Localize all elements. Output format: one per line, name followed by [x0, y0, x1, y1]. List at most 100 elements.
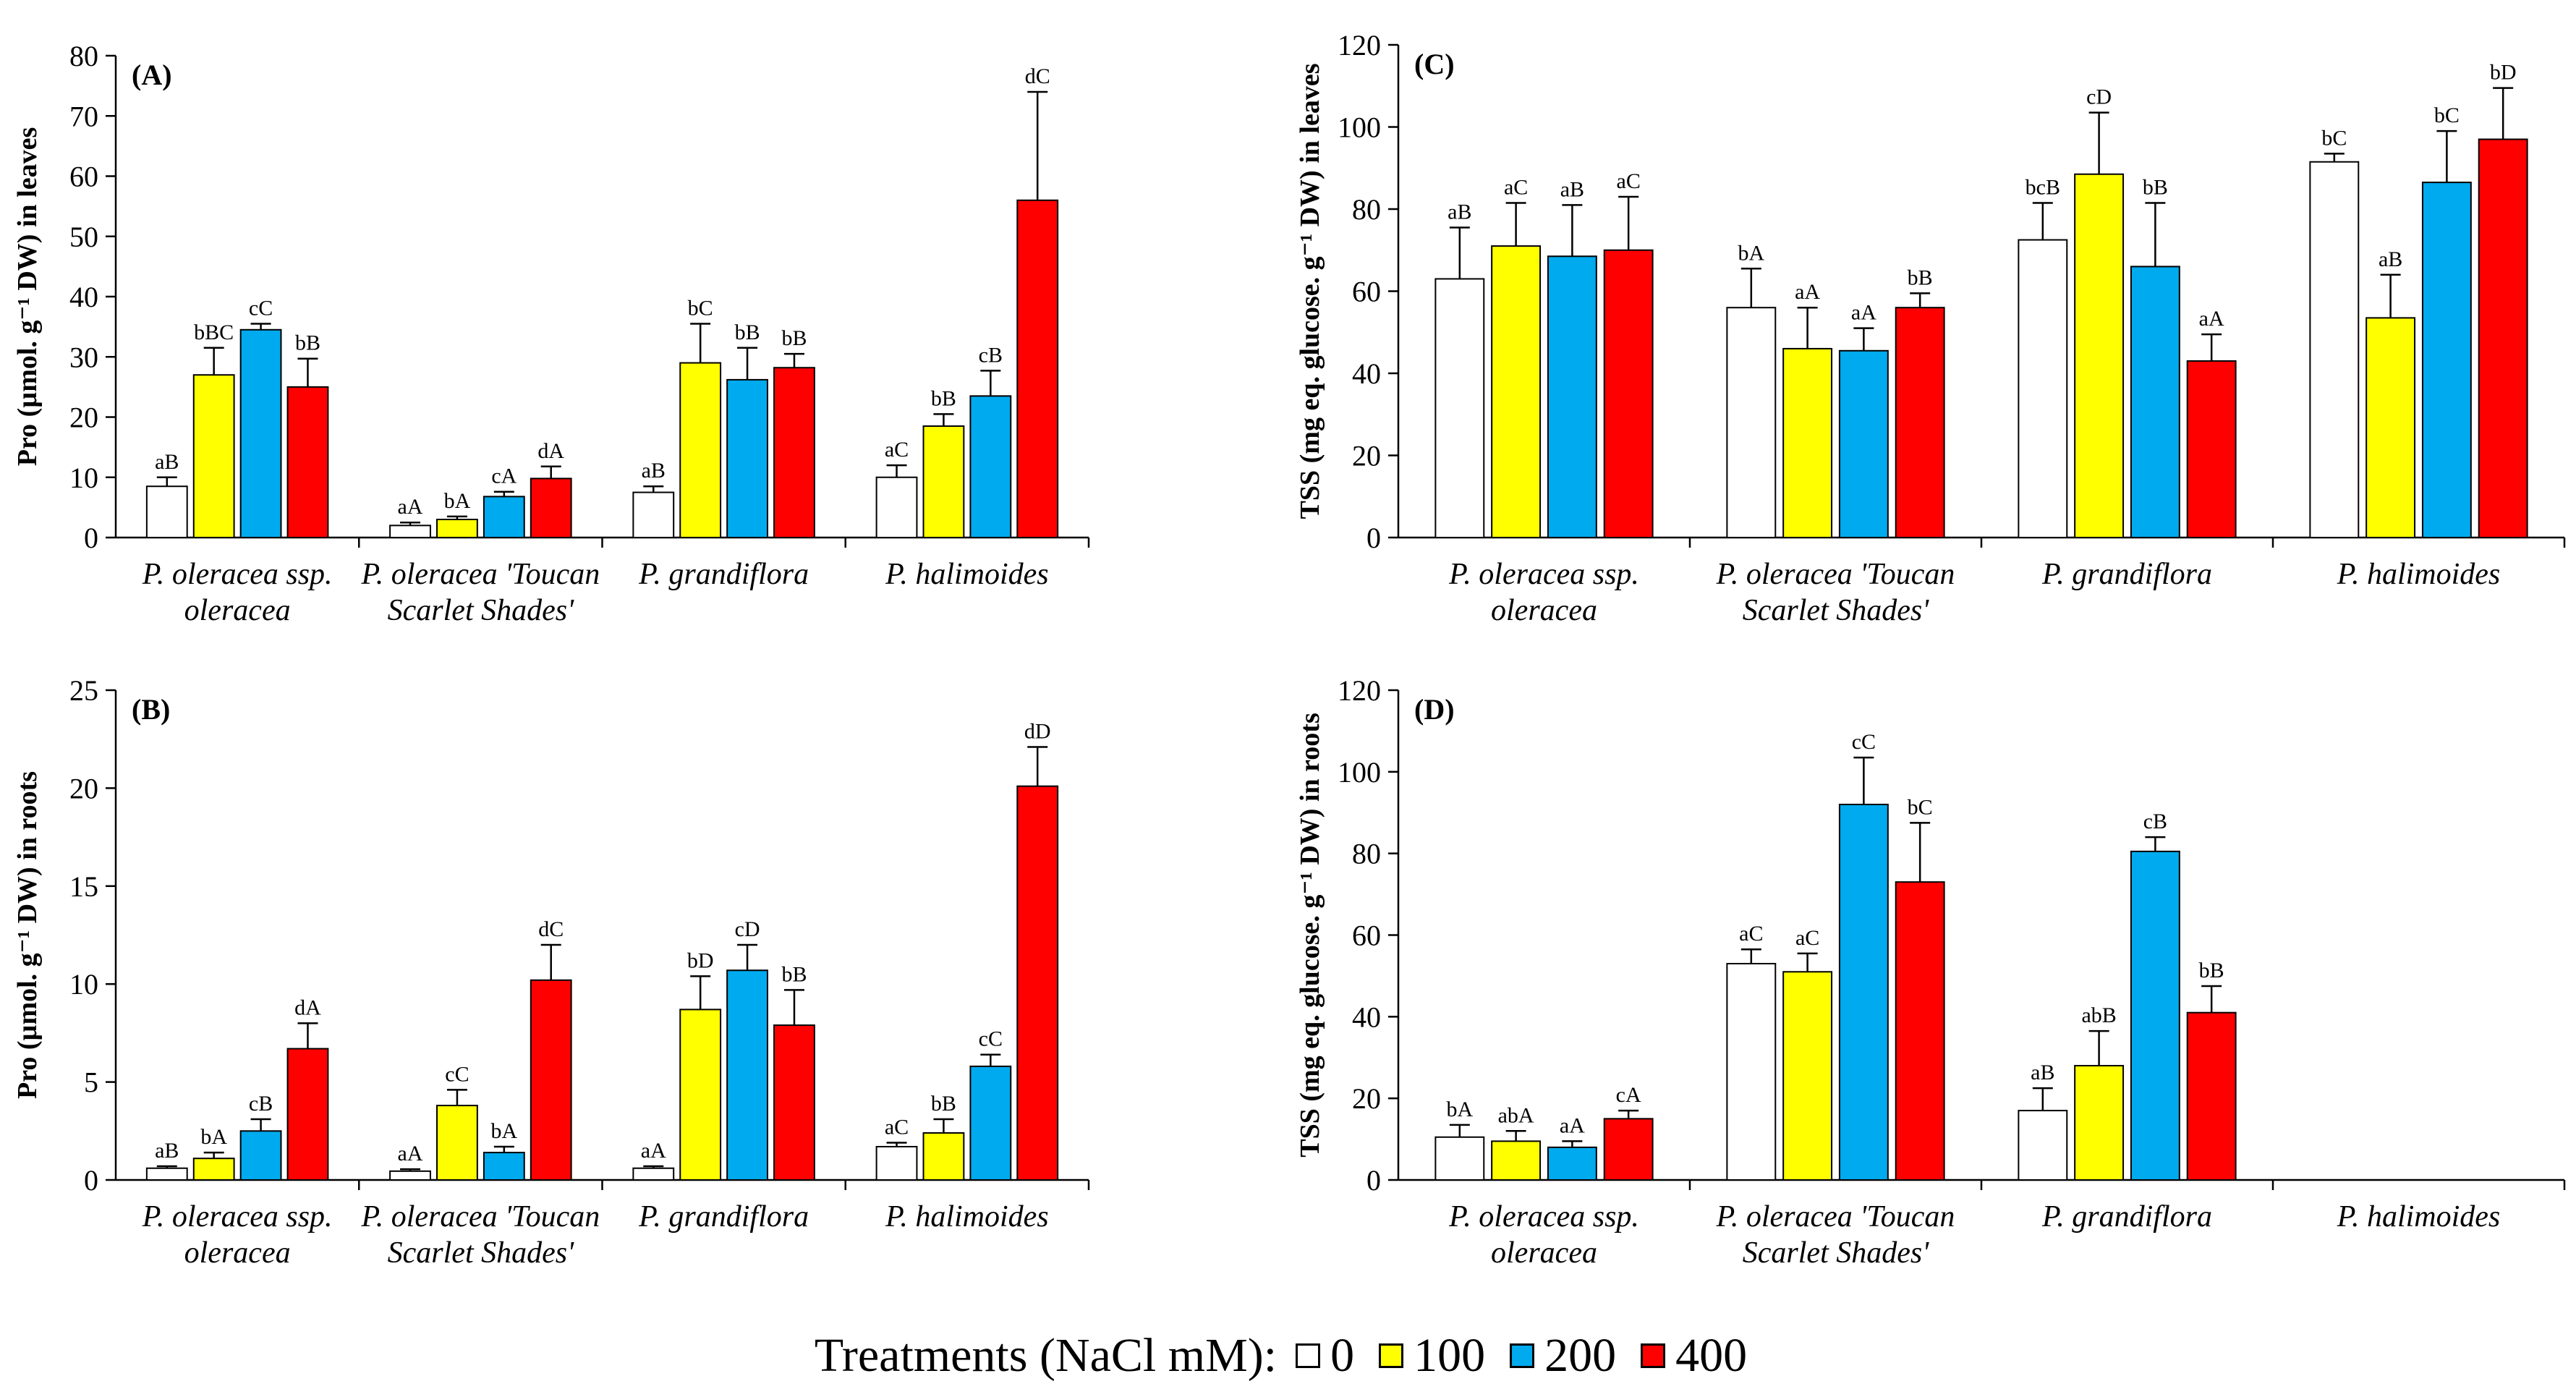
data-label: bA: [1446, 1097, 1473, 1121]
bar-200: [726, 969, 768, 1181]
data-label: bB: [2199, 959, 2224, 982]
bar-200: [2130, 850, 2180, 1181]
data-label: bB: [781, 326, 807, 350]
bar-200: [483, 496, 525, 539]
data-label: bB: [931, 1092, 956, 1116]
bar-400: [1016, 199, 1059, 538]
bar-200: [2130, 266, 2180, 538]
y-tick-label: 70: [69, 100, 98, 132]
data-label: aA: [641, 1139, 666, 1163]
data-label: bA: [1738, 241, 1764, 265]
x-tick-label: P. halimoides: [885, 558, 1049, 591]
data-label: bC: [2321, 126, 2347, 150]
data-label: dC: [1025, 64, 1050, 88]
data-label: bA: [200, 1125, 227, 1149]
bar-100: [1491, 245, 1542, 538]
x-tick-label: P. oleracea ssp.: [142, 558, 333, 591]
data-label: cA: [491, 464, 517, 488]
panel-b: 0 5 10 15 20 25 Pro (µmol. g⁻¹ DW) in roots (B)…: [12, 674, 1090, 1270]
panel-label: (B): [132, 693, 170, 726]
y-tick-label: 120: [1338, 674, 1381, 707]
legend-swatch-0: [1296, 1343, 1321, 1368]
x-tick-label: P. grandiflora: [638, 558, 809, 591]
y-tick-label: 40: [1352, 357, 1381, 390]
data-label: dD: [1024, 720, 1051, 744]
y-tick-label: 20: [69, 772, 98, 804]
bar-0: [632, 1167, 675, 1181]
legend-label-100: 100: [1414, 1328, 1486, 1382]
y-tick-label: 60: [1352, 920, 1381, 952]
x-tick-label: P. oleracea ssp.: [1448, 558, 1639, 591]
data-label: cA: [1616, 1083, 1641, 1107]
y-axis-title: Pro (µmol. g⁻¹ DW) in leaves: [12, 127, 43, 466]
data-label: bBC: [194, 320, 234, 344]
bar-0: [2018, 239, 2068, 538]
bar-200: [1547, 1146, 1597, 1181]
y-tick-label: 20: [69, 402, 98, 434]
panel-label: (D): [1414, 693, 1455, 726]
bar-0: [145, 485, 188, 538]
data-label: dC: [538, 917, 564, 941]
data-label: aB: [642, 459, 666, 483]
x-tick-label: Scarlet Shades': [1743, 594, 1929, 627]
y-tick-label: 60: [69, 161, 98, 193]
bar-100: [192, 374, 235, 538]
bar-100: [436, 1105, 478, 1181]
x-tick-label: P. oleracea ssp.: [1448, 1200, 1639, 1233]
data-label: cC: [445, 1062, 469, 1086]
bar-400: [1016, 785, 1059, 1181]
data-label: aA: [398, 495, 423, 519]
data-label: bB: [1908, 266, 1933, 289]
y-tick-label: 80: [1352, 838, 1381, 870]
bar-100: [2074, 1065, 2125, 1181]
bar-100: [2365, 317, 2416, 538]
data-label: aB: [2031, 1061, 2054, 1084]
data-label: aB: [1448, 200, 1471, 224]
legend-label-0: 0: [1330, 1328, 1355, 1382]
x-tick-label: P. grandiflora: [638, 1200, 809, 1233]
legend-item-400: 400: [1641, 1328, 1747, 1383]
x-tick-label: P. halimoides: [2337, 1200, 2501, 1233]
data-label: cC: [1852, 730, 1876, 754]
bar-400: [286, 386, 329, 538]
bar-200: [483, 1152, 525, 1181]
bar-200: [239, 1130, 282, 1181]
bar-400: [1895, 307, 1945, 538]
data-label: aC: [1617, 169, 1641, 193]
data-label: dA: [537, 439, 564, 463]
bar-100: [192, 1158, 235, 1181]
data-label: bB: [2143, 175, 2168, 199]
bar-0: [389, 1170, 431, 1181]
data-label: aA: [1795, 280, 1820, 304]
bar-100: [922, 1132, 965, 1181]
y-axis-title: TSS (mg eq. glucose. g⁻¹ DW) in leaves: [1295, 64, 1325, 519]
y-tick-label: 80: [69, 40, 98, 72]
data-label: aA: [1851, 301, 1876, 325]
data-label: bD: [687, 948, 714, 972]
bar-400: [1895, 881, 1945, 1181]
bar-100: [1782, 971, 1833, 1181]
y-tick-label: 40: [69, 281, 98, 313]
data-label: cC: [249, 296, 273, 320]
bar-0: [2309, 161, 2360, 539]
bar-200: [1838, 349, 1889, 538]
data-label: cB: [979, 343, 1003, 367]
bar-0: [1726, 962, 1777, 1181]
x-tick-label: oleracea: [184, 594, 291, 627]
y-tick-label: 20: [1352, 1082, 1381, 1115]
bar-0: [145, 1167, 188, 1181]
data-label: abA: [1498, 1103, 1534, 1127]
bar-100: [1782, 347, 1833, 538]
data-label: bD: [2490, 61, 2517, 85]
data-label: aC: [1739, 922, 1763, 946]
data-label: aB: [155, 450, 179, 474]
x-tick-label: P. oleracea ssp.: [142, 1200, 333, 1233]
bar-400: [773, 367, 815, 538]
x-tick-label: P. oleracea 'Toucan: [360, 1200, 600, 1233]
bar-0: [875, 1145, 918, 1181]
y-axis-title: TSS (mg eq. glucose. g⁻¹ DW) in roots: [1295, 713, 1325, 1158]
x-tick-label: oleracea: [1491, 594, 1597, 627]
y-tick-label: 100: [1338, 756, 1381, 789]
data-label: bC: [688, 296, 713, 320]
